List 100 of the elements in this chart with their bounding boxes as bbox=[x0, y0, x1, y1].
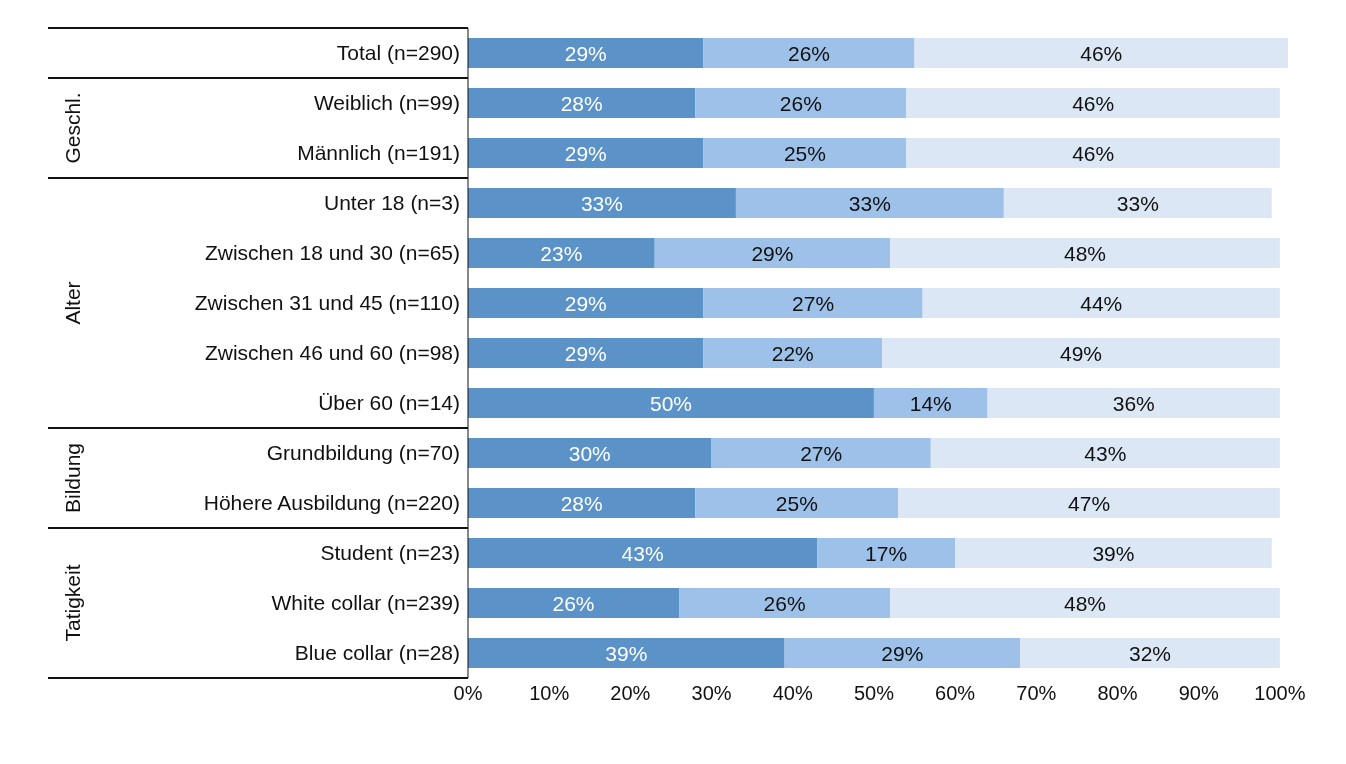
data-label: 48% bbox=[1064, 591, 1107, 615]
y-tick-label: Zwischen 31 und 45 (n=110) bbox=[194, 291, 460, 315]
bar bbox=[987, 388, 1280, 418]
bar bbox=[735, 188, 1004, 218]
y-tick-label: Unter 18 (n=3) bbox=[324, 191, 460, 215]
data-label: 43% bbox=[1084, 441, 1127, 465]
bar bbox=[711, 438, 931, 468]
x-tick-label: 0% bbox=[453, 682, 483, 705]
data-label: 29% bbox=[564, 341, 607, 365]
bar bbox=[906, 88, 1280, 118]
data-label: 50% bbox=[649, 391, 692, 415]
bar bbox=[906, 138, 1280, 168]
data-label: 29% bbox=[564, 291, 607, 315]
data-label: 29% bbox=[881, 641, 924, 665]
bar bbox=[922, 288, 1280, 318]
x-tick-label: 20% bbox=[610, 682, 651, 705]
y-tick-label: White collar (n=239) bbox=[271, 591, 460, 615]
data-label: 25% bbox=[775, 491, 818, 515]
data-label: 22% bbox=[771, 341, 814, 365]
x-tick-label: 60% bbox=[935, 682, 976, 705]
y-tick-label: Über 60 (n=14) bbox=[318, 391, 460, 415]
bar bbox=[703, 338, 883, 368]
data-label: 26% bbox=[763, 591, 806, 615]
data-label: 49% bbox=[1059, 341, 1102, 365]
data-label: 46% bbox=[1080, 41, 1123, 65]
y-tick-label: Total (n=290) bbox=[336, 41, 460, 65]
data-label: 23% bbox=[540, 241, 583, 265]
y-tick-label: Grundbildung (n=70) bbox=[266, 441, 460, 465]
data-label: 29% bbox=[564, 141, 607, 165]
x-tick-label: 80% bbox=[1097, 682, 1138, 705]
data-label: 26% bbox=[787, 41, 831, 65]
data-label: 36% bbox=[1112, 391, 1155, 415]
data-label: 26% bbox=[552, 591, 595, 615]
bar bbox=[890, 238, 1280, 268]
bar bbox=[695, 88, 907, 118]
x-tick-label: 30% bbox=[691, 682, 732, 705]
data-label: 29% bbox=[564, 41, 607, 65]
x-tick-label: 40% bbox=[772, 682, 813, 705]
bar bbox=[468, 138, 704, 168]
y-tick-label: Zwischen 46 und 60 (n=98) bbox=[204, 341, 460, 365]
data-label: 43% bbox=[621, 541, 664, 565]
bar bbox=[695, 488, 899, 518]
text: Bildung bbox=[60, 442, 84, 514]
y-tick-label: Blue collar (n=28) bbox=[294, 641, 460, 665]
bar bbox=[468, 438, 712, 468]
bar bbox=[468, 38, 704, 68]
bar bbox=[468, 538, 818, 568]
data-label: 39% bbox=[1092, 541, 1135, 565]
y-tick-label: Student (n=23) bbox=[320, 541, 460, 565]
bar bbox=[468, 588, 680, 618]
text: Alter bbox=[60, 281, 84, 325]
bar bbox=[1020, 638, 1280, 668]
y-tick-label: Zwischen 18 und 30 (n=65) bbox=[204, 241, 460, 265]
bar bbox=[468, 388, 874, 418]
data-label: 14% bbox=[909, 391, 952, 415]
data-label: 47% bbox=[1068, 491, 1111, 515]
data-label: 27% bbox=[792, 291, 835, 315]
data-label: 28% bbox=[560, 491, 603, 515]
bar bbox=[468, 188, 736, 218]
bar bbox=[890, 588, 1280, 618]
bar bbox=[914, 38, 1288, 68]
x-tick-label: 100% bbox=[1254, 682, 1306, 705]
bar bbox=[1003, 188, 1272, 218]
data-label: 25% bbox=[783, 141, 826, 165]
data-label: 17% bbox=[865, 541, 908, 565]
bar bbox=[873, 388, 988, 418]
bar bbox=[703, 288, 923, 318]
bar bbox=[703, 38, 915, 68]
bar bbox=[882, 338, 1280, 368]
bar bbox=[930, 438, 1280, 468]
bar bbox=[817, 538, 956, 568]
data-label: 32% bbox=[1128, 641, 1171, 665]
data-label: 29% bbox=[751, 241, 794, 265]
x-tick-label: 70% bbox=[1016, 682, 1057, 705]
data-label: 33% bbox=[848, 191, 891, 215]
x-tick-label: 50% bbox=[853, 682, 895, 705]
bar bbox=[468, 638, 785, 668]
bar bbox=[784, 638, 1021, 668]
bar bbox=[468, 338, 704, 368]
data-label: 46% bbox=[1072, 141, 1115, 165]
y-tick-label: Männlich (n=191) bbox=[297, 141, 460, 165]
data-label: 33% bbox=[1116, 191, 1159, 215]
y-tick-label: Höhere Ausbildung (n=220) bbox=[203, 491, 460, 515]
data-label: 30% bbox=[568, 441, 611, 465]
x-tick-label: 10% bbox=[529, 682, 570, 705]
bar bbox=[679, 588, 891, 618]
text: Tatigkeit bbox=[60, 564, 84, 642]
bar bbox=[898, 488, 1280, 518]
data-label: 26% bbox=[779, 91, 822, 115]
bar bbox=[468, 488, 696, 518]
data-label: 28% bbox=[560, 91, 603, 115]
y-tick-label: Weiblich (n=99) bbox=[313, 91, 460, 115]
bar bbox=[468, 238, 655, 268]
text: Geschl. bbox=[60, 92, 84, 164]
data-label: 46% bbox=[1072, 91, 1115, 115]
bar bbox=[955, 538, 1272, 568]
data-label: 33% bbox=[580, 191, 623, 215]
data-label: 39% bbox=[605, 641, 648, 665]
data-label: 48% bbox=[1064, 241, 1107, 265]
bar bbox=[654, 238, 891, 268]
